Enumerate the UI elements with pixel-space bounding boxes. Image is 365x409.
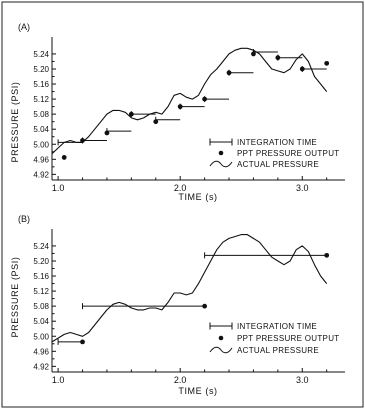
y-tick-label: 5.20: [33, 257, 49, 266]
axes: [51, 229, 345, 373]
integration-time-bar: [204, 252, 327, 259]
panel-b-y-axis-title: PRESSURE (PSI): [10, 257, 20, 338]
panel-b-legend: INTEGRATION TIME PPT PRESSURE OUTPUT ACT…: [209, 322, 339, 355]
panel-a-series: [51, 47, 330, 160]
ppt-output-point: [202, 303, 208, 309]
x-tick-label: 2.0: [174, 375, 187, 385]
panel-a-x-ticks: 1.0 2.0 3.0: [52, 176, 328, 193]
integration-time-bar: [277, 54, 303, 61]
y-tick-label: 4.96: [33, 347, 49, 356]
legend-actual-pressure-symbol: [209, 160, 233, 168]
integration-time-bar: [57, 338, 83, 345]
y-tick-label: 5.24: [33, 50, 49, 59]
y-tick-label: 4.92: [33, 362, 49, 371]
y-tick-label: 5.04: [33, 317, 49, 326]
integration-time-bar: [301, 65, 327, 72]
integration-time-bar: [82, 303, 205, 310]
legend-ppt-output-symbol: [218, 335, 224, 341]
x-tick-label: 3.0: [296, 183, 309, 193]
legend-integration-time-label: INTEGRATION TIME: [237, 322, 317, 331]
y-tick-label: 5.12: [33, 287, 49, 296]
panel-b-series: [51, 234, 330, 345]
legend-ppt-output-label: PPT PRESSURE OUTPUT: [237, 334, 339, 343]
ppt-output-point: [61, 155, 67, 160]
integration-time-bar: [204, 96, 230, 103]
panel-b-x-ticks: 1.0 2.0 3.0: [52, 368, 328, 385]
y-tick-label: 4.92: [33, 170, 49, 179]
integration-time-bar: [252, 49, 278, 56]
panel-a: (A) PRESSURE (PSI) TIME (s) 4.92 4.96 5.00…: [10, 22, 345, 202]
panel-a-legend: INTEGRATION TIME PPT PRESSURE OUTPUT ACT…: [209, 138, 339, 169]
panel-b-x-axis-title: TIME (s): [178, 386, 217, 396]
panel-b-y-ticks: 4.92 4.96 5.00 5.04 5.08 5.12 5.16 5.20 5.24: [33, 242, 56, 371]
y-tick-label: 5.04: [33, 125, 49, 134]
actual-pressure-line: [51, 47, 328, 155]
y-tick-label: 5.24: [33, 242, 49, 251]
axes: [51, 37, 345, 181]
integration-time-bar: [106, 128, 132, 135]
legend-ppt-output-symbol: [218, 150, 224, 156]
panel-a-label: (A): [18, 22, 30, 32]
legend-integration-time-label: INTEGRATION TIME: [237, 138, 317, 147]
y-tick-label: 5.08: [33, 110, 49, 119]
legend-actual-pressure-symbol: [209, 346, 233, 354]
integration-time-bar: [155, 116, 181, 123]
y-tick-label: 5.00: [33, 332, 49, 341]
x-tick-label: 2.0: [174, 183, 187, 193]
integration-time-bar: [228, 69, 254, 76]
x-tick-label: 1.0: [52, 375, 65, 385]
integration-time-bar: [82, 137, 107, 144]
panel-b-label: (B): [18, 214, 30, 224]
panel-a-y-axis-title: PRESSURE (PSI): [10, 82, 20, 163]
panel-b: (B) PRESSURE (PSI) TIME (s) 4.92 4.96 5.00…: [10, 214, 345, 396]
y-tick-label: 4.96: [33, 155, 49, 164]
y-tick-label: 5.00: [33, 140, 49, 149]
integration-time-bar: [179, 103, 205, 110]
actual-pressure-line: [51, 234, 328, 343]
y-tick-label: 5.20: [33, 65, 49, 74]
integration-time-bar: [57, 139, 83, 146]
panel-a-y-ticks: 4.92 4.96 5.00 5.04 5.08 5.12 5.16 5.20 5.24: [33, 50, 56, 179]
y-tick-label: 5.12: [33, 95, 49, 104]
y-tick-label: 5.08: [33, 302, 49, 311]
x-tick-label: 3.0: [296, 375, 309, 385]
ppt-output-point: [324, 60, 330, 66]
y-tick-label: 5.16: [33, 80, 49, 89]
legend-ppt-output-label: PPT PRESSURE OUTPUT: [237, 149, 339, 158]
integration-time-bar: [130, 111, 156, 118]
x-tick-label: 1.0: [52, 183, 65, 193]
legend-actual-pressure-label: ACTUAL PRESSURE: [237, 160, 319, 169]
panel-a-x-axis-title: TIME (s): [178, 192, 217, 202]
legend-actual-pressure-label: ACTUAL PRESSURE: [237, 346, 319, 355]
y-tick-label: 5.16: [33, 272, 49, 281]
